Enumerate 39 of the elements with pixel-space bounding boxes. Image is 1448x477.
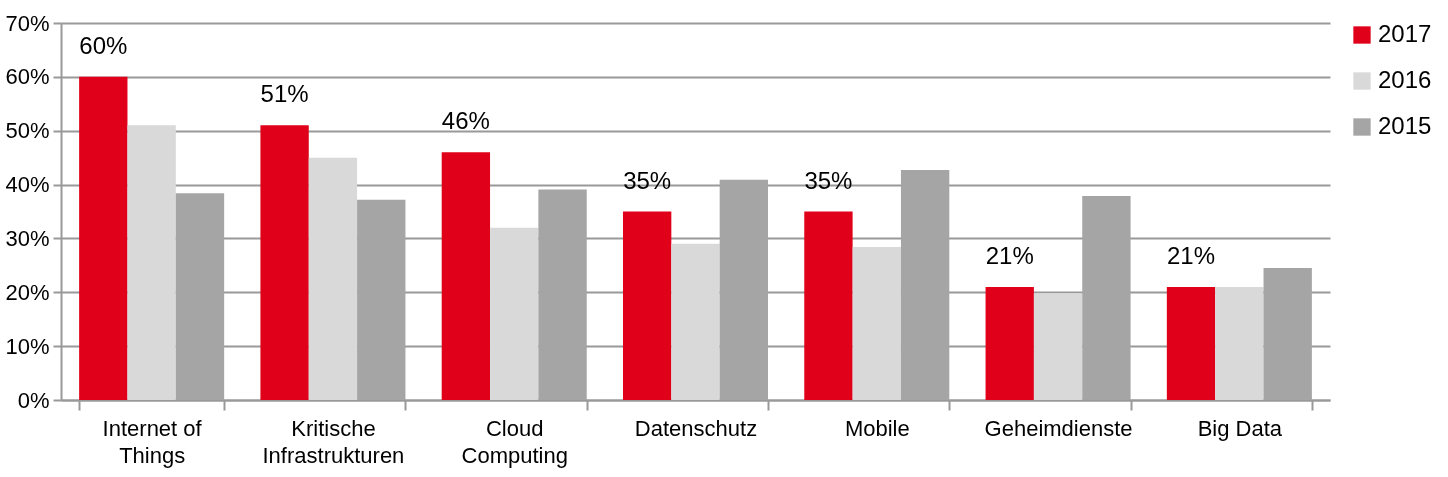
y-tick-label: 50% [5, 118, 50, 144]
data-label: 35% [804, 166, 853, 194]
bar [622, 211, 672, 400]
bar [1033, 293, 1083, 400]
x-tick-label: Cloud Computing [461, 415, 568, 468]
x-tick-label: Datenschutz [634, 415, 758, 441]
data-label: 46% [441, 107, 490, 135]
bar [1215, 286, 1264, 400]
bar [490, 227, 539, 400]
x-tick-label: Geheimdienste [984, 415, 1133, 441]
x-tick-label: Kritische Infrastrukturen [262, 415, 405, 468]
bar [804, 211, 853, 400]
bar [985, 286, 1034, 400]
x-tick-label: Mobile [844, 415, 910, 441]
y-tick-label: 10% [5, 333, 50, 359]
data-label: 35% [623, 166, 672, 194]
legend-label: 2016 [1378, 66, 1432, 93]
data-label: 60% [79, 31, 128, 59]
bar [852, 247, 901, 400]
y-tick-label: 70% [5, 10, 50, 36]
bar [260, 125, 309, 400]
legend-label: 2015 [1378, 112, 1432, 139]
x-tick-label: Internet of Things [102, 415, 203, 468]
bar [308, 157, 358, 400]
bar [127, 125, 176, 400]
y-tick-label: 20% [5, 279, 50, 305]
x-tick-label: Big Data [1197, 415, 1283, 441]
bar [79, 76, 128, 400]
bar [1166, 286, 1216, 400]
y-tick-label: 40% [5, 172, 50, 198]
y-tick-label: 60% [5, 64, 50, 90]
bar [441, 152, 491, 400]
data-label: 51% [260, 80, 309, 108]
y-tick-label: 0% [17, 387, 50, 413]
bar [671, 243, 720, 400]
data-label: 21% [1166, 241, 1216, 269]
legend-label: 2017 [1378, 20, 1432, 47]
y-tick-label: 30% [5, 225, 50, 251]
data-label: 21% [985, 241, 1034, 269]
